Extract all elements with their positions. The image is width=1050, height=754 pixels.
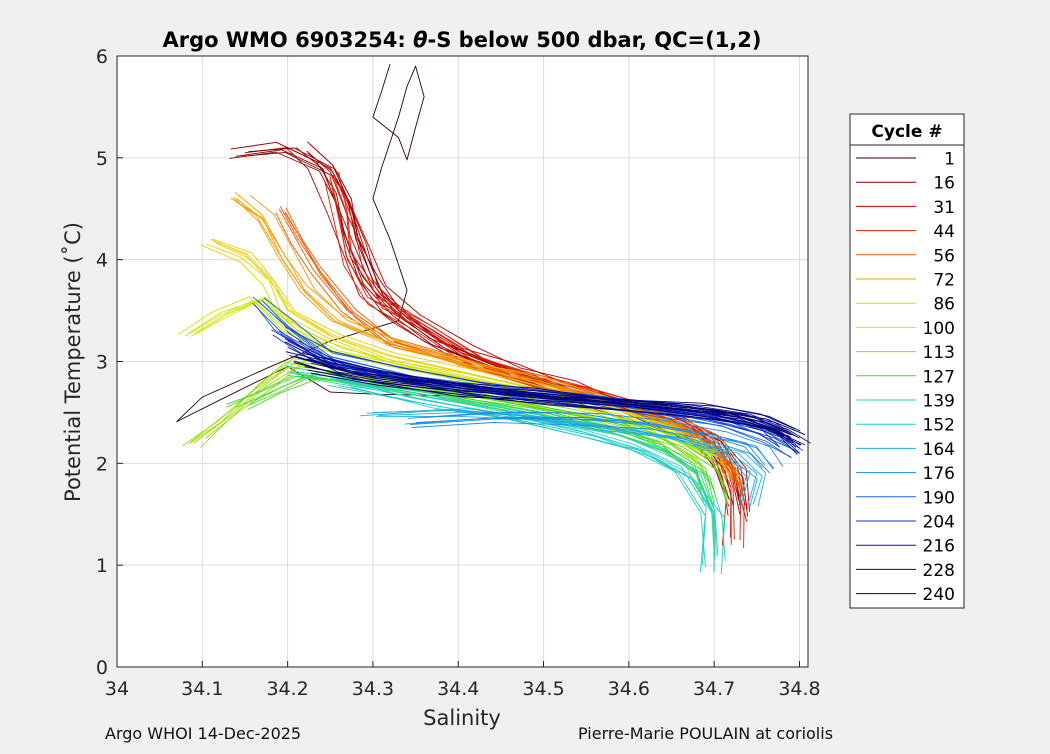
- series-line-228: [285, 351, 784, 430]
- y-tick-label: 2: [96, 453, 108, 475]
- footer-left: Argo WHOI 14-Dec-2025: [105, 724, 302, 743]
- series-line-56: [285, 207, 745, 491]
- legend-label-190: 190: [923, 488, 955, 508]
- series-line-152: [329, 377, 707, 566]
- series-164: [360, 408, 767, 507]
- series-line-240: [307, 369, 802, 446]
- legend-label-100: 100: [923, 319, 955, 339]
- legend-title: Cycle #: [871, 122, 942, 142]
- x-tick-label: 34.8: [778, 678, 820, 700]
- x-tick-label: 34.6: [608, 678, 650, 700]
- x-tick-label: 34.1: [181, 678, 223, 700]
- title-theta: θ: [413, 28, 427, 52]
- axis-ticks: 34 34.1 34.2 34.3 34.4 34.5 34.6 34.7 34.8012345…: [96, 46, 821, 700]
- legend-label-240: 240: [923, 585, 955, 605]
- series-127: [226, 371, 729, 506]
- footer-right: Pierre-Marie POULAIN at coriolis: [578, 724, 834, 743]
- series-line-176: [411, 422, 771, 474]
- chart-title: Argo WMO 6903254: θ-S below 500 dbar, QC…: [162, 28, 761, 52]
- y-tick-label: 1: [96, 555, 108, 577]
- x-tick-label: 34.4: [437, 678, 479, 700]
- y-tick-label: 3: [96, 352, 108, 374]
- legend-label-164: 164: [923, 440, 955, 460]
- series-line-127: [226, 375, 709, 502]
- series-line-86: [210, 238, 715, 454]
- x-tick-label: 34.7: [693, 678, 735, 700]
- y-tick-label: 0: [96, 657, 108, 679]
- x-axis-label: Salinity: [423, 706, 501, 730]
- legend-label-228: 228: [923, 561, 955, 581]
- series-line-228: [303, 353, 796, 430]
- x-tick-label: 34.2: [266, 678, 308, 700]
- series-line-72: [230, 197, 733, 478]
- series-line-31: [306, 141, 748, 510]
- legend-label-1: 1: [944, 150, 955, 170]
- series-line-240: [310, 362, 806, 436]
- series-line-86: [212, 240, 718, 454]
- title-suffix: -S below 500 dbar, QC=(1,2): [428, 28, 762, 52]
- series-line-176: [407, 412, 766, 466]
- legend-label-56: 56: [933, 246, 955, 266]
- x-tick-label: 34.3: [352, 678, 394, 700]
- legend-box: [849, 113, 965, 609]
- legend-label-139: 139: [923, 392, 955, 412]
- legend-label-113: 113: [923, 343, 955, 363]
- y-tick-label: 5: [96, 148, 108, 170]
- series-240: [294, 358, 806, 446]
- legend-label-216: 216: [923, 537, 955, 557]
- title-prefix: Argo WMO 6903254:: [162, 28, 413, 52]
- legend-label-176: 176: [923, 464, 955, 484]
- series-line-204: [272, 334, 781, 448]
- series-line-152: [337, 384, 715, 573]
- legend: Cycle # 11631445672861001131271391521641…: [849, 113, 965, 609]
- series-line-240: [294, 362, 791, 438]
- legend-label-31: 31: [933, 198, 955, 218]
- series-line-164: [366, 409, 747, 507]
- legend-label-152: 152: [923, 416, 955, 436]
- legend-label-86: 86: [933, 295, 955, 315]
- series-line-72: [249, 194, 741, 478]
- series-line-100: [188, 298, 714, 457]
- legend-label-72: 72: [933, 271, 955, 291]
- x-tick-label: 34: [105, 678, 129, 700]
- series-line-176: [423, 411, 784, 467]
- legend-entries: 1 16 31 44 56 72 86 100 113 127 139 152 164 176 190 204…: [856, 150, 955, 605]
- series-lines: [176, 63, 811, 575]
- series-line-176: [404, 417, 763, 469]
- y-tick-label: 4: [96, 250, 108, 272]
- legend-label-16: 16: [933, 174, 955, 194]
- series-line-100: [196, 296, 715, 456]
- y-axis-label: Potential Temperature (˚C): [61, 222, 85, 502]
- x-tick-label: 34.5: [522, 678, 564, 700]
- series-line-240: [306, 358, 801, 432]
- series-line-176: [410, 418, 774, 470]
- series-line-127: [247, 378, 729, 505]
- series-line-152: [330, 376, 706, 568]
- y-tick-label: 6: [96, 46, 108, 68]
- legend-label-127: 127: [923, 367, 955, 387]
- series-176: [404, 411, 784, 474]
- legend-label-44: 44: [933, 222, 955, 242]
- legend-label-204: 204: [923, 513, 955, 533]
- series-line-31: [308, 143, 751, 512]
